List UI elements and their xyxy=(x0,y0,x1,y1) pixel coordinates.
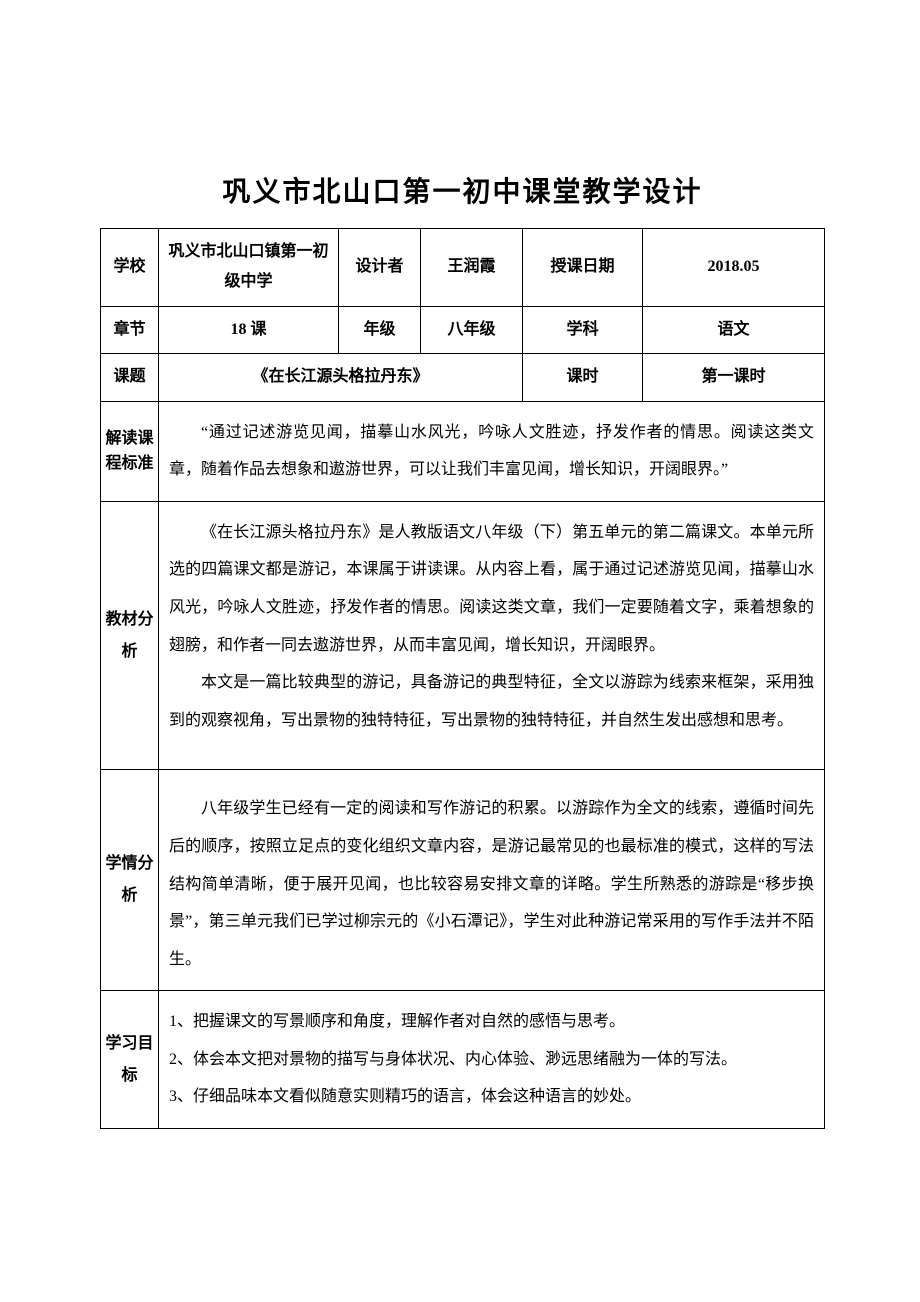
section-situation: 八年级学生已经有一定的阅读和写作游记的积累。以游踪作为全文的线索，遵循时间先后的… xyxy=(159,770,825,991)
value-topic: 《在长江源头格拉丹东》 xyxy=(159,354,523,401)
value-chapter: 18 课 xyxy=(159,306,339,353)
label-designer: 设计者 xyxy=(339,229,421,307)
table-row: 学习目标 1、把握课文的写景顺序和角度，理解作者对自然的感悟与思考。 2、体会本… xyxy=(101,991,825,1129)
standard-text: “通过记述游览见闻，描摹山水风光，吟咏人文胜迹，抒发作者的情思。阅读这类文章，随… xyxy=(169,414,814,489)
label-period: 课时 xyxy=(523,354,643,401)
goal-item-3: 3、仔细品味本文看似随意实则精巧的语言，体会这种语言的妙处。 xyxy=(169,1078,814,1116)
table-row: 教材分析 《在长江源头格拉丹东》是人教版语文八年级（下）第五单元的第二篇课文。本… xyxy=(101,501,825,770)
material-paragraph-2: 本文是一篇比较典型的游记，具备游记的典型特征，全文以游踪为线索来框架，采用独到的… xyxy=(169,664,814,739)
lesson-plan-table: 学校 巩义市北山口镇第一初级中学 设计者 王润霞 授课日期 2018.05 章节… xyxy=(100,228,825,1129)
value-designer: 王润霞 xyxy=(421,229,523,307)
value-period: 第一课时 xyxy=(643,354,825,401)
section-goals: 1、把握课文的写景顺序和角度，理解作者对自然的感悟与思考。 2、体会本文把对景物… xyxy=(159,991,825,1129)
page-title: 巩义市北山口第一初中课堂教学设计 xyxy=(100,170,825,210)
label-standard: 解读课程标准 xyxy=(101,401,159,501)
goal-item-1: 1、把握课文的写景顺序和角度，理解作者对自然的感悟与思考。 xyxy=(169,1003,814,1041)
label-school: 学校 xyxy=(101,229,159,307)
table-row: 学情分析 八年级学生已经有一定的阅读和写作游记的积累。以游踪作为全文的线索，遵循… xyxy=(101,770,825,991)
label-subject: 学科 xyxy=(523,306,643,353)
table-row: 解读课程标准 “通过记述游览见闻，描摹山水风光，吟咏人文胜迹，抒发作者的情思。阅… xyxy=(101,401,825,501)
value-subject: 语文 xyxy=(643,306,825,353)
label-grade: 年级 xyxy=(339,306,421,353)
label-material: 教材分析 xyxy=(101,501,159,770)
table-row: 章节 18 课 年级 八年级 学科 语文 xyxy=(101,306,825,353)
situation-text: 八年级学生已经有一定的阅读和写作游记的积累。以游踪作为全文的线索，遵循时间先后的… xyxy=(169,790,814,978)
section-material: 《在长江源头格拉丹东》是人教版语文八年级（下）第五单元的第二篇课文。本单元所选的… xyxy=(159,501,825,770)
label-goals: 学习目标 xyxy=(101,991,159,1129)
value-date: 2018.05 xyxy=(643,229,825,307)
goal-item-2: 2、体会本文把对景物的描写与身体状况、内心体验、渺远思绪融为一体的写法。 xyxy=(169,1041,814,1079)
material-paragraph-1: 《在长江源头格拉丹东》是人教版语文八年级（下）第五单元的第二篇课文。本单元所选的… xyxy=(169,514,814,664)
label-date: 授课日期 xyxy=(523,229,643,307)
document-page: 巩义市北山口第一初中课堂教学设计 学校 巩义市北山口镇第一初级中学 设计者 王润… xyxy=(0,0,920,1189)
section-standard: “通过记述游览见闻，描摹山水风光，吟咏人文胜迹，抒发作者的情思。阅读这类文章，随… xyxy=(159,401,825,501)
label-situation: 学情分析 xyxy=(101,770,159,991)
table-row: 课题 《在长江源头格拉丹东》 课时 第一课时 xyxy=(101,354,825,401)
label-topic: 课题 xyxy=(101,354,159,401)
value-grade: 八年级 xyxy=(421,306,523,353)
value-school: 巩义市北山口镇第一初级中学 xyxy=(159,229,339,307)
table-row: 学校 巩义市北山口镇第一初级中学 设计者 王润霞 授课日期 2018.05 xyxy=(101,229,825,307)
label-chapter: 章节 xyxy=(101,306,159,353)
